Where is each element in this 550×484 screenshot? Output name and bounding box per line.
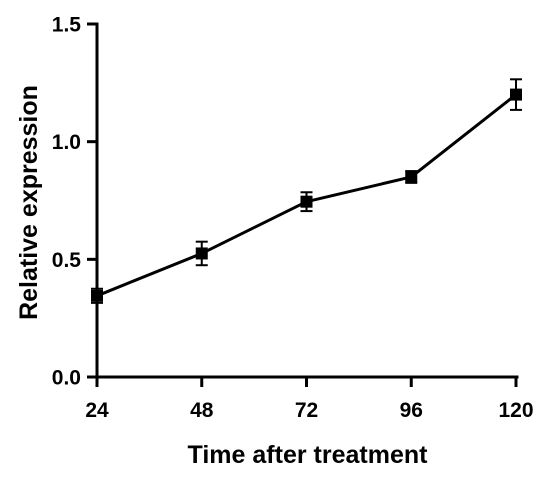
x-tick-label: 24 bbox=[85, 399, 109, 422]
x-axis-title: Time after treatment bbox=[188, 441, 429, 469]
x-tick-label: 96 bbox=[400, 399, 423, 422]
data-point-marker bbox=[405, 171, 417, 183]
axes: 24 48 72 96 120 0.0 0.5 1.0 1.5 bbox=[52, 14, 534, 423]
data-point-marker bbox=[91, 290, 103, 302]
y-tick-label: 1.0 bbox=[52, 131, 81, 154]
series-layer bbox=[91, 79, 522, 303]
y-tick-label: 0.0 bbox=[52, 367, 81, 390]
x-tick-label: 120 bbox=[498, 399, 533, 422]
x-tick-label: 72 bbox=[295, 399, 318, 422]
data-point-marker bbox=[196, 247, 208, 259]
x-tick-label: 48 bbox=[190, 399, 214, 422]
y-tick-label: 0.5 bbox=[52, 249, 82, 272]
data-point-marker bbox=[301, 196, 313, 208]
y-axis-title: Relative expression bbox=[15, 85, 43, 320]
data-point-marker bbox=[510, 89, 522, 101]
y-tick-label: 1.5 bbox=[52, 14, 82, 37]
